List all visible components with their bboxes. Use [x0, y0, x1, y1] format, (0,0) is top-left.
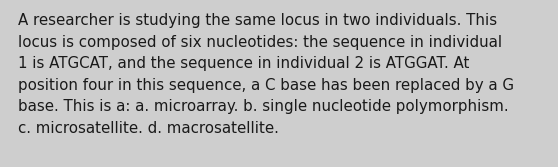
Text: A researcher is studying the same locus in two individuals. This
locus is compos: A researcher is studying the same locus … [18, 13, 514, 136]
